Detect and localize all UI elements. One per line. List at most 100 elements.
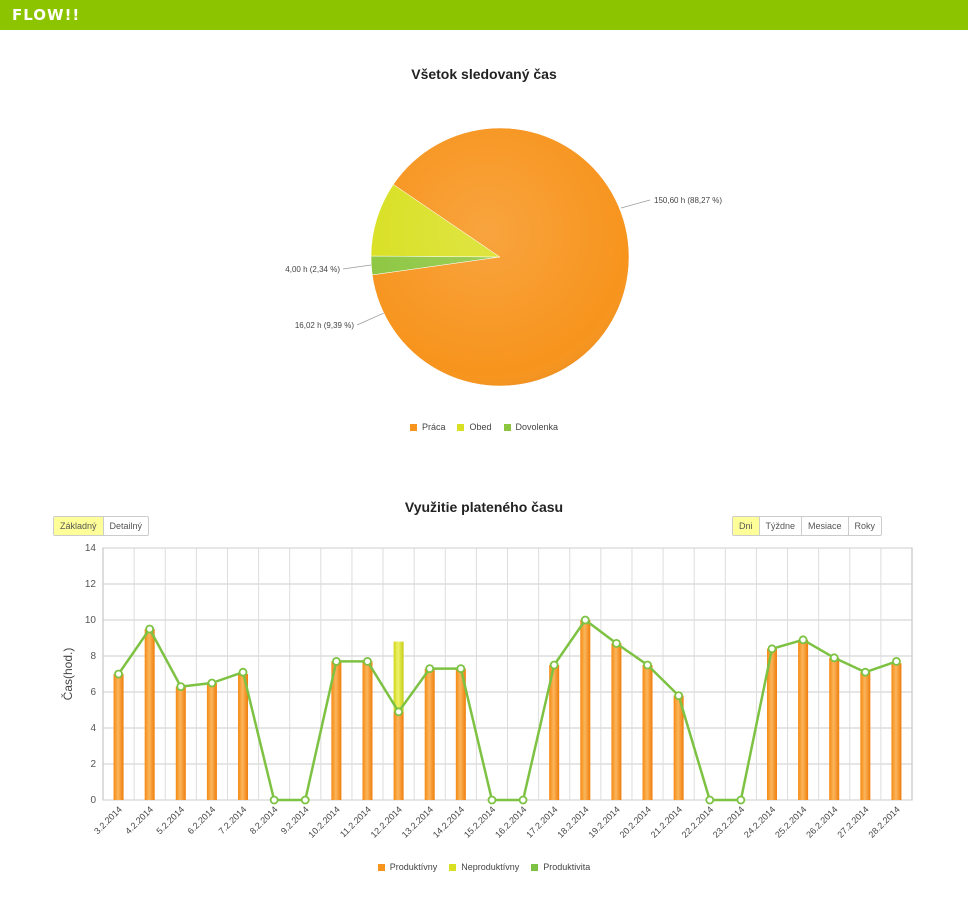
point-produktivita[interactable] xyxy=(829,653,839,663)
bar-produktivny[interactable] xyxy=(549,665,560,800)
point-produktivita[interactable] xyxy=(674,691,684,700)
x-tick-label: 16.2.2014 xyxy=(493,804,528,839)
bar-produktivny[interactable] xyxy=(331,661,342,800)
point-produktivita[interactable] xyxy=(549,660,559,670)
detailny-button[interactable]: Detailný xyxy=(109,521,143,531)
pie-legend: Práca Obed Dovolenka xyxy=(0,422,968,432)
legend-item-obed[interactable]: Obed xyxy=(457,422,492,432)
x-tick-label: 3.2.2014 xyxy=(92,804,124,836)
tyzdne-button[interactable]: Týždne xyxy=(760,517,803,535)
roky-button[interactable]: Roky xyxy=(854,521,876,531)
pie-label-connector xyxy=(620,199,651,209)
y-tick-label: 14 xyxy=(85,543,97,554)
point-produktivita[interactable] xyxy=(114,669,123,679)
point-produktivita[interactable] xyxy=(518,795,528,805)
point-produktivita[interactable] xyxy=(207,678,217,688)
legend-item-produktivita[interactable]: Produktivita xyxy=(531,862,590,872)
x-tick-label: 26.2.2014 xyxy=(804,804,839,839)
point-produktivita[interactable] xyxy=(394,707,403,717)
x-tick-label: 13.2.2014 xyxy=(400,804,435,839)
zakladny-button[interactable]: Základný xyxy=(54,517,104,535)
x-tick-label: 17.2.2014 xyxy=(524,804,559,839)
x-tick-label: 6.2.2014 xyxy=(185,804,217,836)
pie-label-connector xyxy=(342,264,372,270)
pie-label-connector xyxy=(356,312,385,326)
point-produktivita[interactable] xyxy=(456,664,466,673)
view-mode-toggle: Základný Detailný xyxy=(53,516,150,536)
bar-produktivny[interactable] xyxy=(891,663,902,800)
x-tick-label: 9.2.2014 xyxy=(279,804,311,836)
point-produktivita[interactable] xyxy=(269,795,279,805)
pie-data-label: 150,60 h (88,27 %) xyxy=(654,196,722,205)
x-tick-label: 24.2.2014 xyxy=(742,804,777,839)
x-tick-label: 15.2.2014 xyxy=(462,804,497,839)
point-produktivita[interactable] xyxy=(145,624,155,634)
legend-item-dovolenka[interactable]: Dovolenka xyxy=(503,422,558,432)
y-axis-label: Čas(hod.) xyxy=(60,648,75,701)
flowii-logo: FLOW!! xyxy=(12,6,81,24)
bar-produktivny[interactable] xyxy=(580,620,591,800)
pie-data-label: 16,02 h (9,39 %) xyxy=(295,321,354,330)
bar-produktivny[interactable] xyxy=(144,629,155,800)
dni-button[interactable]: Dni xyxy=(733,517,760,535)
bar-produktivny[interactable] xyxy=(113,674,124,800)
bar-produktivny[interactable] xyxy=(829,657,840,800)
point-produktivita[interactable] xyxy=(612,639,621,648)
x-tick-label: 12.2.2014 xyxy=(369,804,404,839)
mesiace-button[interactable]: Mesiace xyxy=(802,517,849,535)
plot-area xyxy=(102,547,913,801)
x-tick-label: 19.2.2014 xyxy=(586,804,621,839)
point-produktivita[interactable] xyxy=(643,660,652,670)
x-tick-label: 21.2.2014 xyxy=(649,804,684,839)
bar-produktivny[interactable] xyxy=(766,648,777,800)
point-produktivita[interactable] xyxy=(363,657,372,666)
bar-produktivny[interactable] xyxy=(642,665,653,800)
y-tick-label: 4 xyxy=(90,723,96,734)
point-produktivita[interactable] xyxy=(860,667,870,677)
x-tick-label: 27.2.2014 xyxy=(835,804,870,839)
point-produktivita[interactable] xyxy=(892,657,901,666)
bar-produktivny[interactable] xyxy=(455,668,466,800)
point-produktivita[interactable] xyxy=(331,657,341,666)
point-produktivita[interactable] xyxy=(767,644,777,654)
bar-produktivny[interactable] xyxy=(206,683,217,800)
legend-item-neproduktivny[interactable]: Neproduktívny xyxy=(449,862,519,872)
point-produktivita[interactable] xyxy=(736,795,746,805)
pie-shading xyxy=(371,128,629,386)
x-tick-label: 14.2.2014 xyxy=(431,804,466,839)
x-tick-label: 18.2.2014 xyxy=(555,804,590,839)
y-tick-label: 0 xyxy=(90,795,96,806)
y-tick-label: 8 xyxy=(90,651,96,662)
point-produktivita[interactable] xyxy=(487,795,497,805)
bar-produktivny[interactable] xyxy=(611,643,622,800)
point-produktivita[interactable] xyxy=(238,667,248,677)
bar-neproduktivny[interactable] xyxy=(393,641,404,712)
y-tick-label: 2 xyxy=(90,759,96,770)
point-produktivita[interactable] xyxy=(705,795,715,805)
x-tick-label: 8.2.2014 xyxy=(248,804,280,836)
x-tick-label: 5.2.2014 xyxy=(154,804,186,836)
bar-produktivny[interactable] xyxy=(673,695,684,800)
point-produktivita[interactable] xyxy=(798,635,808,645)
legend-item-produktivny[interactable]: Produktívny xyxy=(377,862,437,872)
y-tick-label: 6 xyxy=(90,687,96,698)
bar-produktivny[interactable] xyxy=(860,672,871,800)
bar-produktivny[interactable] xyxy=(798,639,809,800)
x-tick-label: 22.2.2014 xyxy=(680,804,715,839)
x-tick-label: 11.2.2014 xyxy=(338,804,373,839)
period-toggle: Dni Týždne Mesiace Roky xyxy=(732,516,883,536)
y-tick-label: 10 xyxy=(85,615,97,626)
point-produktivita[interactable] xyxy=(580,615,590,625)
bar-produktivny[interactable] xyxy=(362,661,373,800)
bar-chart-title: Využitie plateného času xyxy=(404,499,564,515)
point-produktivita[interactable] xyxy=(176,682,186,691)
point-produktivita[interactable] xyxy=(300,795,310,805)
top-bar: FLOW!! xyxy=(0,0,968,30)
bar-produktivny[interactable] xyxy=(175,686,186,800)
bar-produktivny[interactable] xyxy=(393,711,404,800)
bar-produktivny[interactable] xyxy=(424,668,435,800)
point-produktivita[interactable] xyxy=(425,664,435,673)
legend-item-praca[interactable]: Práca xyxy=(409,422,445,432)
pie-chart-title: Všetok sledovaný čas xyxy=(411,66,557,82)
bar-produktivny[interactable] xyxy=(238,674,249,800)
